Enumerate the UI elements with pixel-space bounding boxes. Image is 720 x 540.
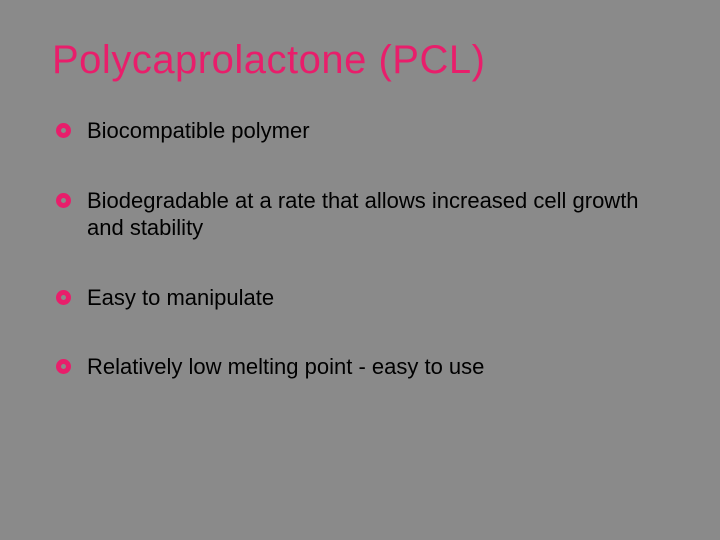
bullet-icon: [56, 290, 71, 305]
bullet-icon: [56, 359, 71, 374]
bullet-icon: [56, 193, 71, 208]
slide-title: Polycaprolactone (PCL): [52, 38, 668, 83]
bullet-icon: [56, 123, 71, 138]
bullet-text: Easy to manipulate: [87, 284, 668, 312]
list-item: Relatively low melting point - easy to u…: [56, 353, 668, 381]
list-item: Biodegradable at a rate that allows incr…: [56, 187, 668, 242]
bullet-list: Biocompatible polymer Biodegradable at a…: [52, 117, 668, 381]
list-item: Biocompatible polymer: [56, 117, 668, 145]
bullet-text: Biocompatible polymer: [87, 117, 668, 145]
bullet-text: Relatively low melting point - easy to u…: [87, 353, 668, 381]
slide: Polycaprolactone (PCL) Biocompatible pol…: [0, 0, 720, 540]
list-item: Easy to manipulate: [56, 284, 668, 312]
bullet-text: Biodegradable at a rate that allows incr…: [87, 187, 668, 242]
